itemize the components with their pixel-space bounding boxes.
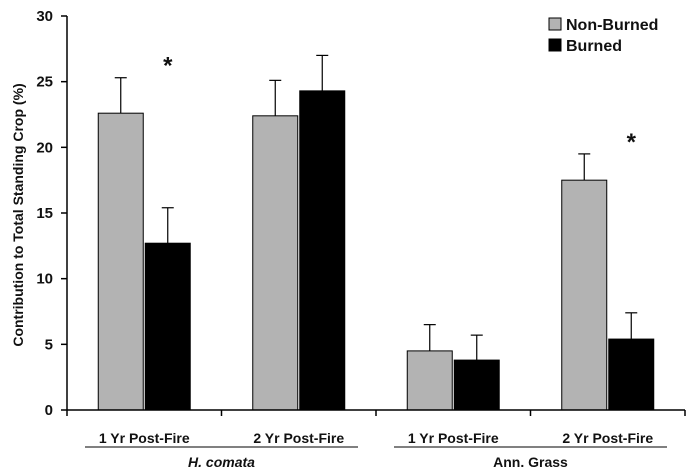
legend-label: Burned: [566, 38, 622, 55]
bar-non-burned-1: [252, 115, 299, 411]
category-label: 1 Yr Post-Fire: [408, 430, 499, 446]
legend-label: Non-Burned: [566, 17, 658, 34]
y-tick-label: 30: [36, 8, 53, 25]
bar-burned-2: [453, 359, 500, 411]
legend-swatch-non-burned: [548, 17, 562, 31]
bars-layer: [97, 90, 655, 411]
category-label: 2 Yr Post-Fire: [253, 430, 344, 446]
category-labels-layer: 1 Yr Post-Fire 2 Yr Post-Fire 1 Yr Post-Fi…: [99, 430, 653, 446]
y-tick-label: 15: [36, 205, 53, 222]
y-tick-label: 5: [45, 336, 53, 353]
bar-burned-3: [608, 338, 655, 411]
y-axis-label: Contribution to Total Standing Crop (%): [10, 83, 26, 346]
significance-marker: *: [627, 129, 637, 156]
annotations-layer: **: [163, 53, 637, 156]
group-labels-layer: H. comata Ann. Grass: [85, 446, 667, 470]
bar-burned-0: [144, 242, 191, 411]
bar-burned-1: [299, 90, 346, 411]
legend: Non-Burned Burned: [548, 17, 658, 55]
significance-marker: *: [163, 53, 173, 80]
error-bars-layer: [114, 54, 638, 361]
y-tick-label: 25: [36, 74, 53, 91]
group-label: Ann. Grass: [493, 454, 568, 470]
group-label: H. comata: [188, 454, 255, 470]
y-tick-label: 20: [36, 139, 53, 156]
legend-swatch-burned: [548, 38, 562, 52]
bar-non-burned-0: [97, 112, 144, 411]
category-label: 1 Yr Post-Fire: [99, 430, 190, 446]
bar-non-burned-3: [561, 179, 608, 411]
y-ticks-layer: 0 5 10 15 20 25 30: [36, 8, 67, 419]
y-tick-label: 10: [36, 271, 53, 288]
y-tick-label: 0: [45, 402, 53, 419]
bar-non-burned-2: [406, 350, 453, 411]
category-label: 2 Yr Post-Fire: [562, 430, 653, 446]
